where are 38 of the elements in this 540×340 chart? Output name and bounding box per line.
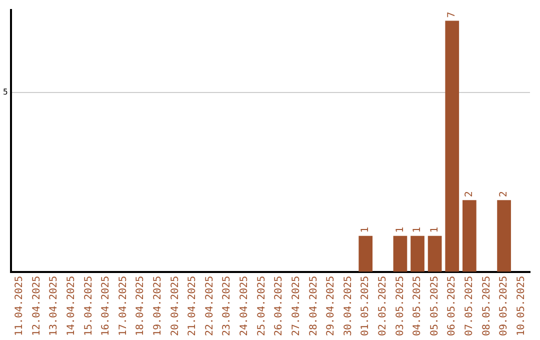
x-tick-label: 21.04.2025	[187, 276, 198, 336]
x-tick-label: 27.04.2025	[290, 276, 302, 336]
x-tick-label: 30.04.2025	[342, 276, 354, 336]
data-label: 1	[412, 226, 424, 233]
data-label: 2	[498, 191, 510, 198]
x-tick-label: 25.04.2025	[256, 276, 268, 336]
x-tick-label: 26.04.2025	[274, 276, 285, 336]
x-tick-label: 01.05.2025	[360, 276, 372, 336]
x-tick-label: 07.05.2025	[464, 276, 476, 336]
data-label: 1	[429, 226, 440, 233]
x-tick-label: 10.05.2025	[516, 276, 527, 336]
data-label: 1	[360, 226, 372, 233]
x-tick-label: 29.04.2025	[326, 276, 337, 336]
x-tick-label: 12.04.2025	[31, 276, 42, 336]
x-tick-label: 09.05.2025	[498, 276, 510, 336]
x-tick-label: 05.05.2025	[429, 276, 440, 336]
x-tick-label: 28.04.2025	[308, 276, 320, 336]
x-tick-label: 02.05.2025	[377, 276, 388, 336]
x-tick-label: 24.04.2025	[239, 276, 250, 336]
y-tick-label: 5	[2, 88, 8, 97]
x-tick-label: 14.04.2025	[66, 276, 77, 336]
x-tick-label: 20.04.2025	[170, 276, 181, 336]
x-tick-label: 04.05.2025	[412, 276, 424, 336]
data-label: 2	[464, 191, 476, 198]
data-label: 1	[394, 226, 406, 233]
x-tick-label: 22.04.2025	[204, 276, 216, 336]
x-tick-label: 18.04.2025	[135, 276, 146, 336]
x-tick-label: 11.04.2025	[14, 276, 26, 336]
x-tick-label: 08.05.2025	[481, 276, 492, 336]
x-tick-label: 16.04.2025	[100, 276, 112, 336]
x-tick-label: 13.04.2025	[48, 276, 60, 336]
x-tick-label: 06.05.2025	[446, 276, 458, 336]
x-tick-label: 23.04.2025	[222, 276, 233, 336]
x-tick-label: 15.04.2025	[83, 276, 94, 336]
x-tick-label: 19.04.2025	[152, 276, 164, 336]
x-tick-label: 17.04.2025	[118, 276, 129, 336]
x-tick-label: 03.05.2025	[394, 276, 406, 336]
data-label: 7	[446, 12, 458, 18]
